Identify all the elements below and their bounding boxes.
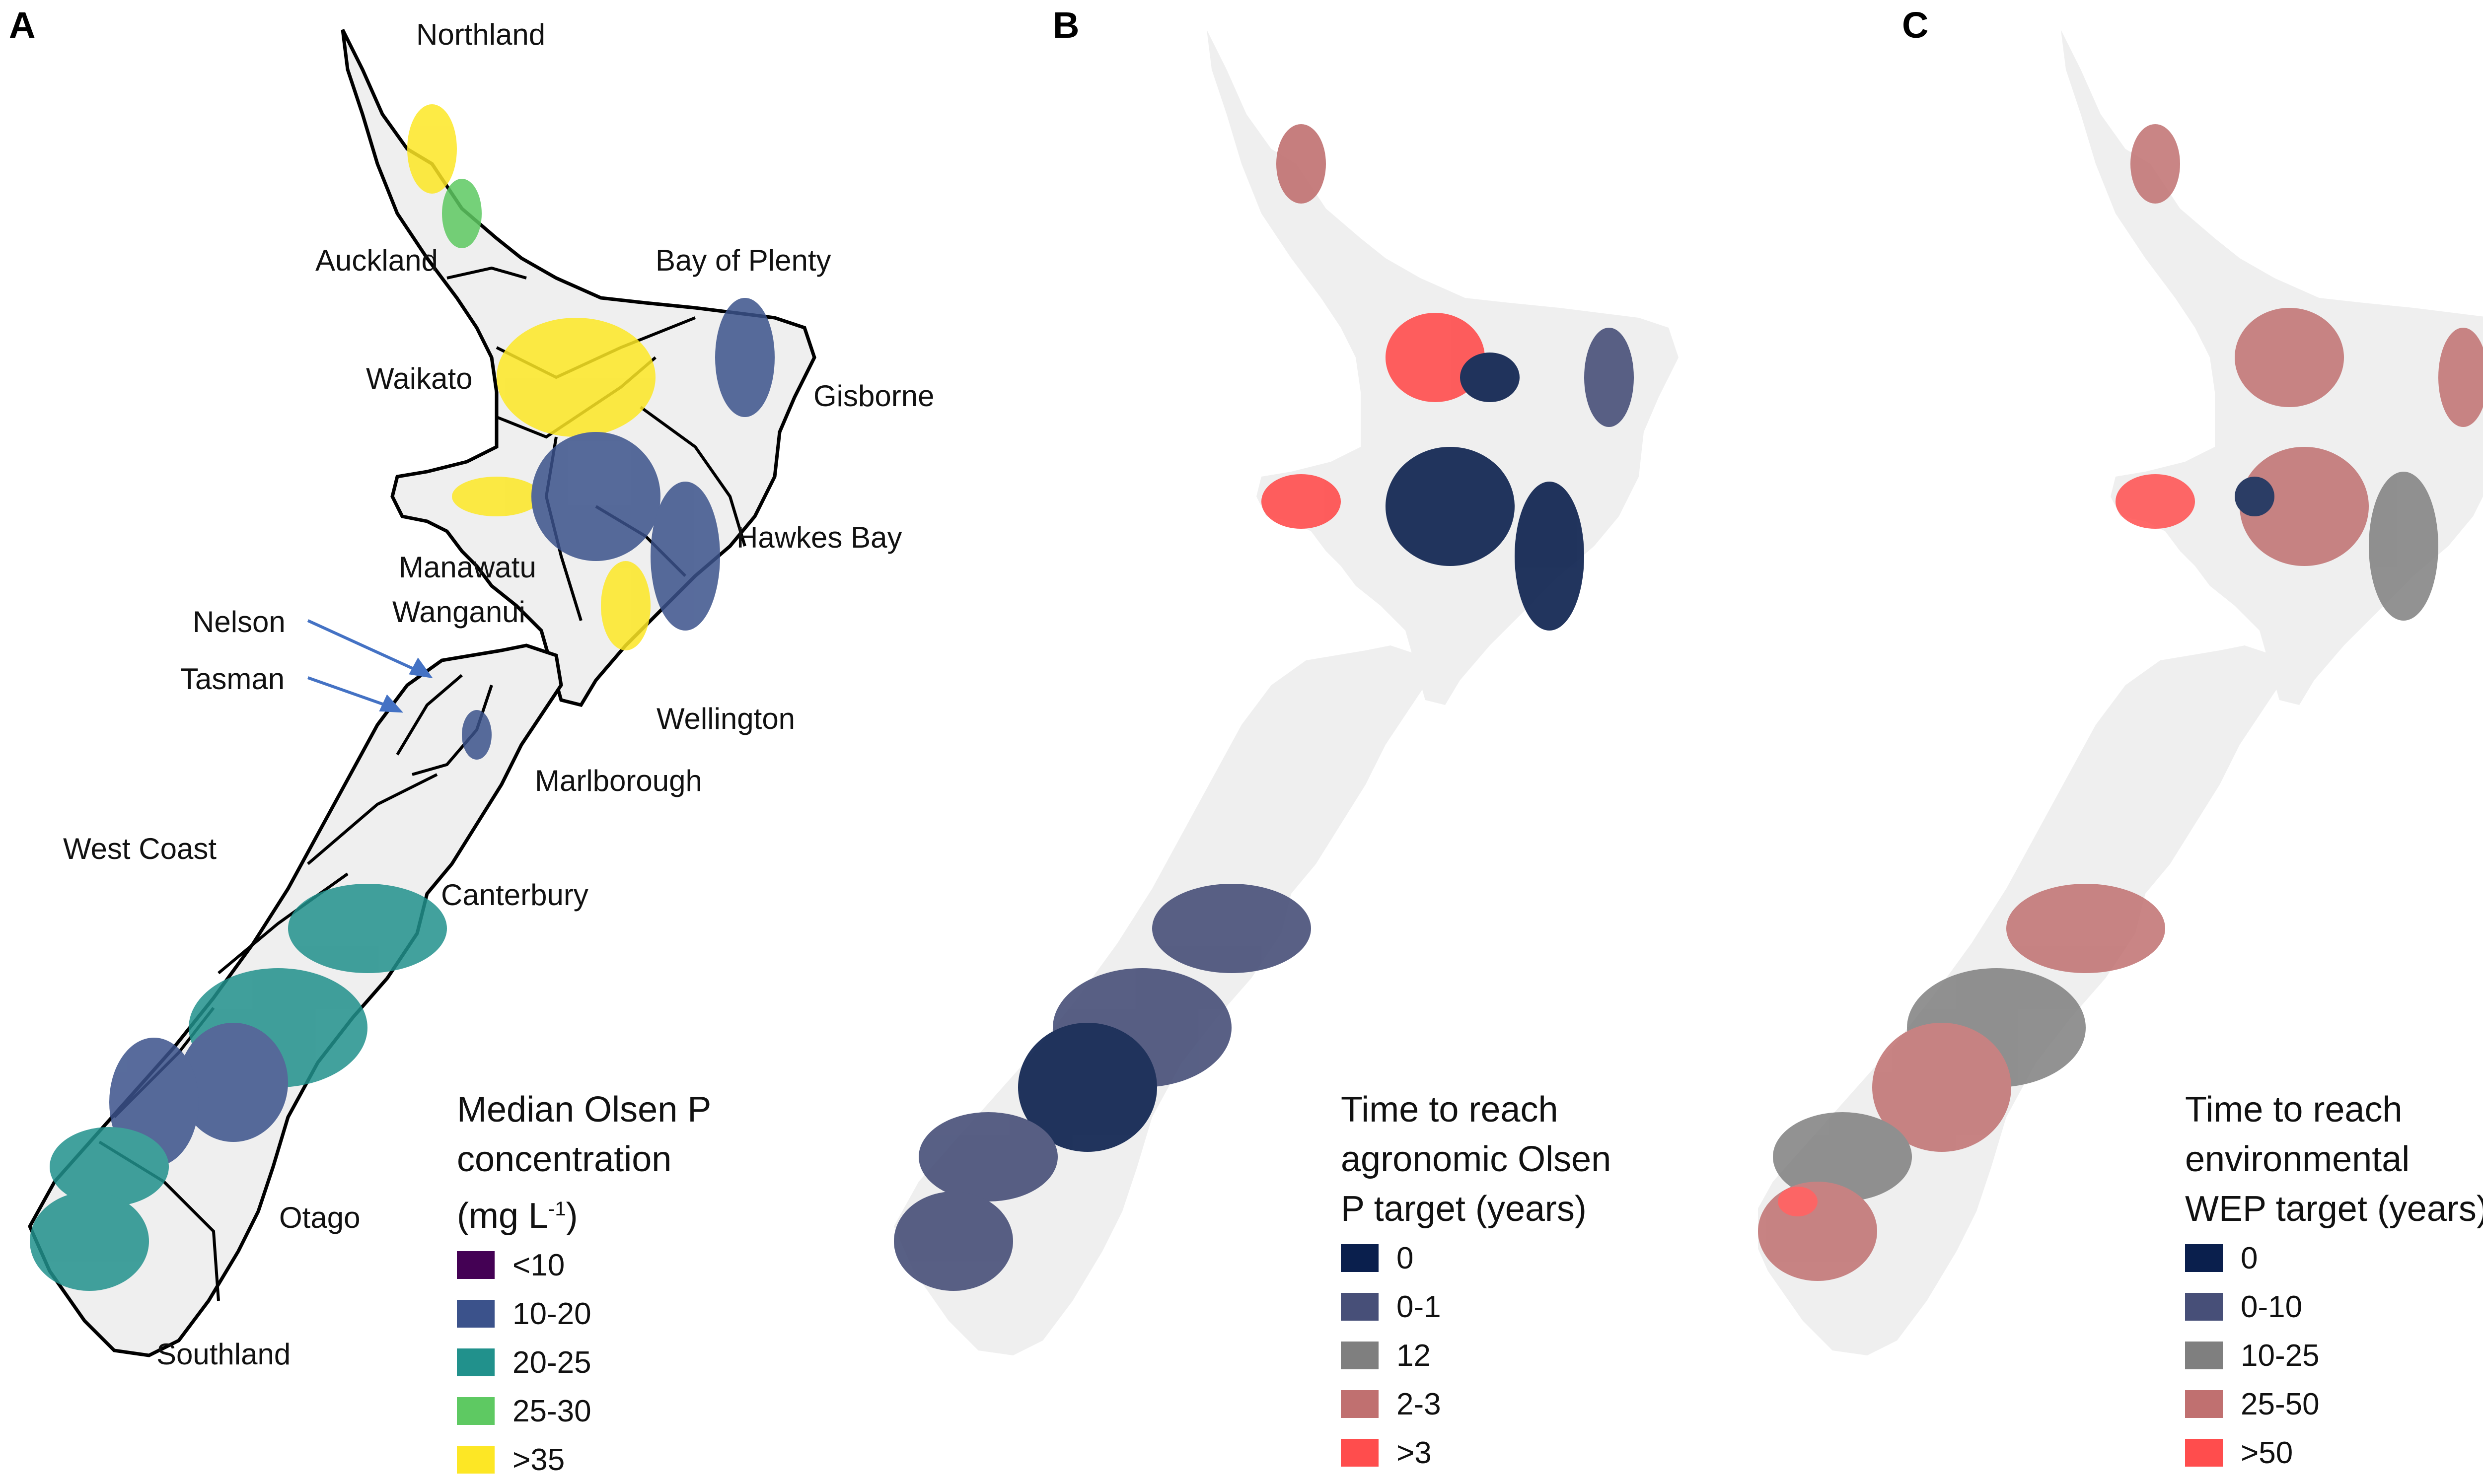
region-label-tasman: Tasman <box>180 662 285 696</box>
legend-item: 25-50 <box>2185 1380 2483 1428</box>
legend-olsen-p: Median Olsen P concentration (mg L-1) <1… <box>457 1085 711 1484</box>
legend-label: 25-30 <box>512 1394 591 1428</box>
nz-map-olsen-p <box>0 0 884 1484</box>
legend-label: >35 <box>512 1442 565 1477</box>
panel-a: A <box>0 0 934 1484</box>
region-label-waikato: Waikato <box>366 362 473 395</box>
legend-label: 25-50 <box>2241 1387 2320 1421</box>
legend-item: 0-10 <box>2185 1282 2483 1331</box>
time-data-fill <box>1758 124 2483 1281</box>
legend-label: 0-10 <box>2241 1289 2303 1324</box>
panel-letter: A <box>9 4 36 46</box>
legend-item: 0 <box>2185 1234 2483 1282</box>
region-label-southland: Southland <box>156 1338 291 1371</box>
legend-swatch <box>457 1348 495 1376</box>
legend-item: 0-1 <box>1341 1282 1611 1331</box>
panel-letter: B <box>1053 4 1080 46</box>
panel-letter: C <box>1902 4 1929 46</box>
region-label-bay-of-plenty: Bay of Plenty <box>656 244 831 277</box>
legend-label: >50 <box>2241 1435 2293 1470</box>
region-label-wellington: Wellington <box>657 702 796 735</box>
region-label-otago: Otago <box>279 1201 361 1234</box>
time-data-fill <box>894 124 1634 1291</box>
region-label-hawkes-bay: Hawkes Bay <box>736 521 902 554</box>
legend-swatch <box>1341 1390 1379 1418</box>
nz-map-environmental-target <box>1758 30 2483 1355</box>
legend-title-line: agronomic Olsen <box>1341 1139 1611 1179</box>
legend-label: 20-25 <box>512 1345 591 1380</box>
legend-swatch <box>2185 1244 2223 1272</box>
legend-item: >3 <box>1341 1428 1611 1477</box>
legend-title-line: Time to reach <box>1341 1090 1558 1130</box>
legend-swatch <box>457 1446 495 1474</box>
legend-swatch <box>2185 1439 2223 1467</box>
legend-label: 0 <box>2241 1241 2258 1275</box>
panel-b: B Time to reach agronomic Olsen <box>884 0 1758 1484</box>
legend-title-line: P target (years) <box>1341 1189 1587 1229</box>
legend-title-unit: (mg L-1) <box>457 1196 578 1236</box>
legend-label: 2-3 <box>1396 1387 1441 1421</box>
pointer-arrows <box>307 619 433 713</box>
legend-item: <10 <box>457 1241 711 1289</box>
panel-c: C Time to reach environmen <box>1758 0 2483 1484</box>
legend-environmental: Time to reach environmental WEP target (… <box>2185 1085 2483 1477</box>
legend-label: >3 <box>1396 1435 1432 1470</box>
legend-title-line: Time to reach <box>2185 1090 2403 1130</box>
legend-swatch <box>457 1397 495 1425</box>
legend-item: 12 <box>1341 1331 1611 1380</box>
region-label-manawatu: Manawatu <box>399 551 536 584</box>
legend-item: 25-30 <box>457 1387 711 1435</box>
region-label-west-coast: West Coast <box>63 832 217 865</box>
region-label-nelson: Nelson <box>193 605 286 638</box>
legend-swatch <box>2185 1293 2223 1321</box>
legend-item: >50 <box>2185 1428 2483 1477</box>
legend-item: >35 <box>457 1435 711 1484</box>
legend-swatch <box>1341 1244 1379 1272</box>
region-label-canterbury: Canterbury <box>441 878 588 912</box>
legend-label: 0-1 <box>1396 1289 1441 1324</box>
legend-swatch <box>2185 1342 2223 1369</box>
legend-item: 2-3 <box>1341 1380 1611 1428</box>
legend-swatch <box>1341 1293 1379 1321</box>
region-label-wanganui: Wanganui <box>392 595 525 629</box>
legend-label: 12 <box>1396 1338 1431 1373</box>
legend-swatch <box>1341 1439 1379 1467</box>
region-label-northland: Northland <box>416 18 546 51</box>
region-label-gisborne: Gisborne <box>813 379 935 413</box>
region-label-marlborough: Marlborough <box>535 764 702 797</box>
nz-map-agronomic-target <box>894 30 1679 1355</box>
legend-title-line: Median Olsen P <box>457 1090 712 1130</box>
legend-title-line: concentration <box>457 1139 672 1179</box>
legend-label: 10-20 <box>512 1296 591 1331</box>
legend-swatch <box>1341 1342 1379 1369</box>
region-label-auckland: Auckland <box>315 244 438 277</box>
legend-label: 0 <box>1396 1241 1414 1275</box>
legend-agronomic: Time to reach agronomic Olsen P target (… <box>1341 1085 1611 1477</box>
olsen-p-data-fill <box>30 104 775 1291</box>
legend-label: 10-25 <box>2241 1338 2320 1373</box>
legend-item: 20-25 <box>457 1338 711 1387</box>
legend-item: 10-20 <box>457 1289 711 1338</box>
legend-item: 0 <box>1341 1234 1611 1282</box>
legend-title-line: environmental <box>2185 1139 2410 1179</box>
legend-swatch <box>457 1300 495 1328</box>
legend-title-line: WEP target (years) <box>2185 1189 2483 1229</box>
legend-label: <10 <box>512 1248 565 1282</box>
legend-item: 10-25 <box>2185 1331 2483 1380</box>
legend-swatch <box>2185 1390 2223 1418</box>
legend-swatch <box>457 1251 495 1279</box>
